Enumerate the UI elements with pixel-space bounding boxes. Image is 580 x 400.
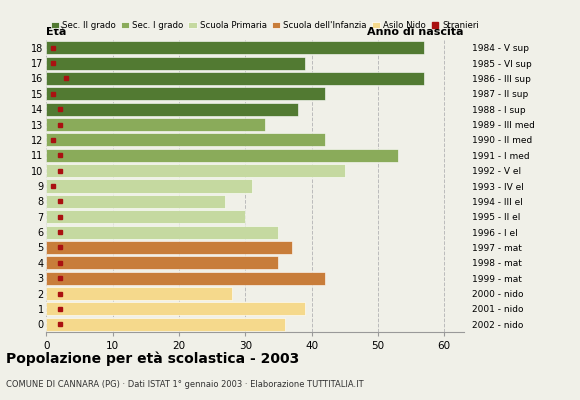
Bar	[46, 241, 292, 254]
Text: Anno di nascita: Anno di nascita	[368, 27, 464, 37]
Bar	[46, 133, 325, 146]
Bar	[46, 72, 424, 85]
Bar	[46, 149, 398, 162]
Bar	[46, 302, 305, 316]
Bar	[46, 256, 278, 269]
Bar	[46, 272, 325, 285]
Legend: Sec. II grado, Sec. I grado, Scuola Primaria, Scuola dell'Infanzia, Asilo Nido, : Sec. II grado, Sec. I grado, Scuola Prim…	[50, 21, 478, 30]
Bar	[46, 180, 252, 192]
Bar	[46, 87, 325, 100]
Bar	[46, 164, 345, 177]
Bar	[46, 118, 265, 131]
Bar	[46, 210, 245, 223]
Text: Popolazione per età scolastica - 2003: Popolazione per età scolastica - 2003	[6, 352, 299, 366]
Text: Età: Età	[46, 27, 67, 37]
Bar	[46, 56, 305, 70]
Bar	[46, 287, 232, 300]
Bar	[46, 318, 285, 331]
Text: COMUNE DI CANNARA (PG) · Dati ISTAT 1° gennaio 2003 · Elaborazione TUTTITALIA.IT: COMUNE DI CANNARA (PG) · Dati ISTAT 1° g…	[6, 380, 364, 389]
Bar	[46, 103, 298, 116]
Bar	[46, 195, 226, 208]
Bar	[46, 41, 424, 54]
Bar	[46, 226, 278, 239]
